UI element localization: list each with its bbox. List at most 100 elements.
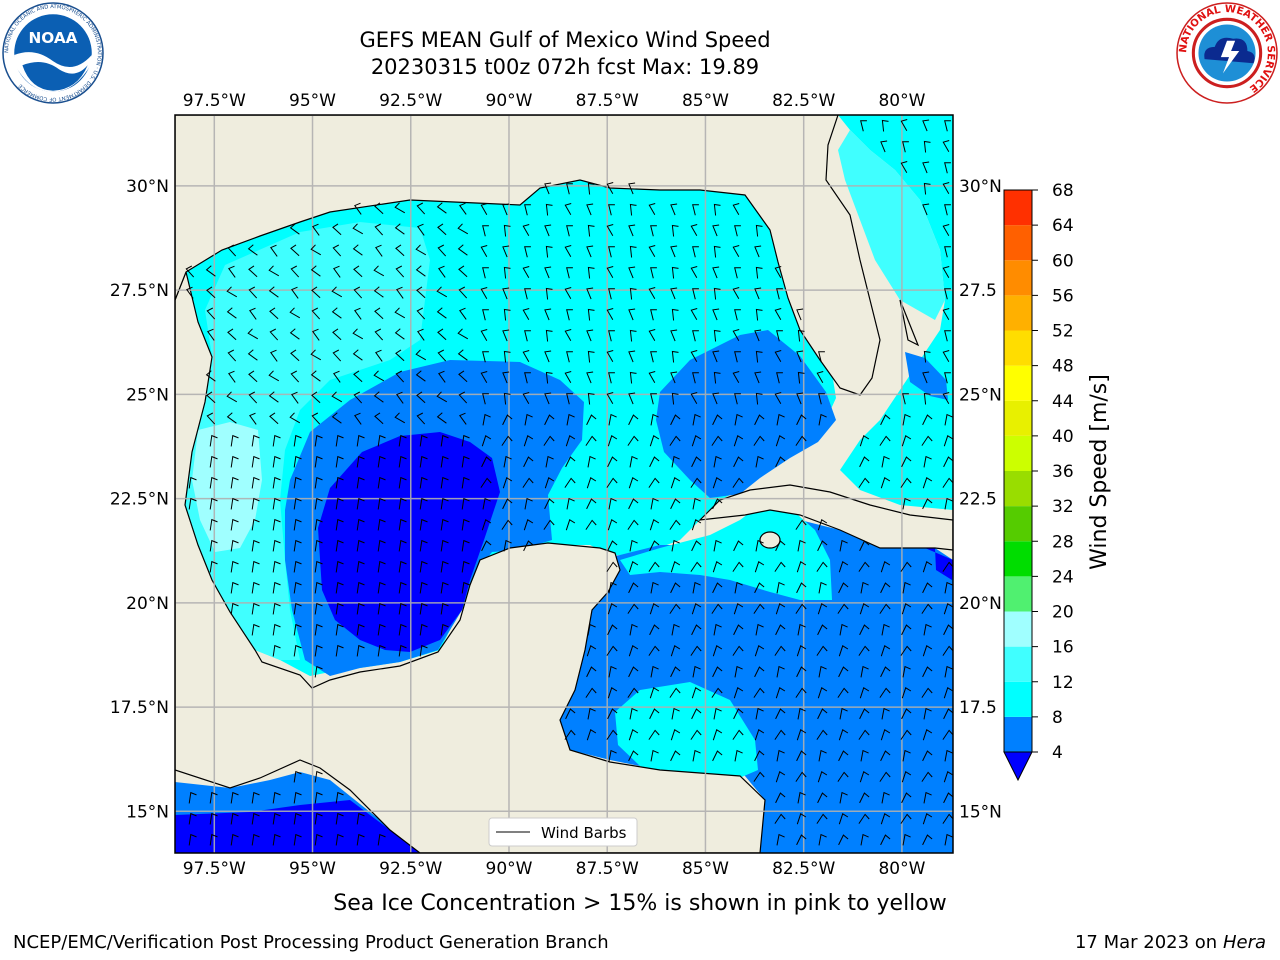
- wind-barb-506: [440, 539, 449, 552]
- wind-barb-186: [312, 328, 320, 341]
- wind-barb-595: [627, 603, 639, 614]
- wind-barb-552: [922, 561, 933, 573]
- wind-barb-391: [545, 455, 554, 468]
- wind-barb-433: [712, 477, 723, 489]
- wind-barb-740: [608, 749, 617, 762]
- wind-barb-652: [690, 645, 702, 656]
- wind-barb-170: [606, 308, 614, 321]
- colorbar-tick-label-8: 36: [1052, 462, 1074, 482]
- wind-barb-341: [209, 434, 218, 447]
- wind-barb-520: [797, 539, 806, 552]
- wind-barb-183: [247, 328, 259, 340]
- atlantic-8-12-region: [838, 115, 953, 510]
- lon-tick-top-7: 80°W: [878, 91, 925, 111]
- wind-barb-37: [732, 203, 740, 216]
- wind-barb-76: [480, 245, 488, 258]
- wind-barb-290: [544, 392, 552, 405]
- lon-tick-bottom-2: 92.5°W: [379, 859, 442, 879]
- wind-barb-679: [860, 665, 869, 678]
- wind-barb-314: [354, 412, 362, 425]
- wind-barb-436: [880, 477, 891, 489]
- wind-barb-634: [859, 624, 870, 636]
- wind-barb-260: [586, 371, 594, 384]
- wind-barb-491: [669, 519, 681, 530]
- wind-barb-791: [293, 812, 302, 825]
- wind-barb-463: [670, 498, 681, 510]
- wind-barb-166: [522, 308, 530, 321]
- colorbar-tick-label-2: 12: [1052, 673, 1074, 693]
- wind-barb-311: [289, 412, 301, 424]
- colorbar-segment-0: [1004, 716, 1032, 752]
- wind-barb-493: [795, 519, 807, 530]
- wind-barb-447: [335, 497, 344, 510]
- wind-barb-280: [331, 391, 343, 403]
- wind-barb-470: [230, 518, 239, 531]
- wind-barb-549: [858, 561, 870, 572]
- wind-barb-222: [457, 349, 468, 361]
- wind-barb-118: [755, 266, 763, 279]
- wind-barb-519: [775, 540, 786, 552]
- wind-barb-400: [733, 456, 744, 468]
- wind-barb-529: [314, 560, 323, 573]
- wind-barb-597: [669, 603, 681, 614]
- wind-barb-731: [774, 729, 786, 740]
- wind-barb-631: [797, 623, 806, 636]
- wind-barb-250: [373, 370, 385, 382]
- wind-barb-354: [481, 435, 492, 447]
- wind-barb-527: [272, 560, 281, 573]
- wind-barb-456: [524, 497, 533, 510]
- wind-barb-755: [922, 750, 933, 762]
- wind-barb-514: [671, 539, 680, 552]
- colorbar-tick-label-5: 24: [1052, 567, 1074, 587]
- wind-barb-422: [480, 477, 492, 488]
- wind-barb-323: [544, 414, 555, 426]
- wind-barb-807: [251, 833, 260, 846]
- wind-barb-182: [227, 328, 237, 341]
- wind-barb-130: [373, 286, 384, 298]
- wind-barb-789: [251, 812, 260, 825]
- wind-barb-38: [922, 203, 930, 216]
- wind-barb-608: [901, 603, 912, 615]
- wind-barb-93: [228, 265, 236, 278]
- wind-barb-772: [251, 791, 260, 804]
- date-line: 17 Mar 2023 on Hera: [1075, 932, 1266, 953]
- wind-barb-657: [796, 645, 807, 657]
- wind-barb-355: [501, 435, 513, 446]
- wind-barb-91: [185, 265, 195, 278]
- wind-barb-478: [398, 518, 407, 531]
- wind-barb-62: [755, 224, 763, 237]
- wind-barb-802: [922, 813, 933, 825]
- wind-barb-345: [293, 434, 302, 447]
- wind-barb-39: [944, 204, 951, 216]
- colorbar-segment-11: [1004, 330, 1032, 366]
- wind-barb-352: [440, 434, 449, 447]
- wind-barb-122: [206, 286, 216, 299]
- wind-barb-640: [293, 644, 302, 657]
- colorbar-segment-3: [1004, 611, 1032, 647]
- wind-barb-526: [251, 560, 260, 573]
- wind-barb-320: [482, 413, 491, 426]
- colorbar-tick-label-14: 60: [1052, 251, 1074, 271]
- wind-barb-317: [416, 412, 426, 425]
- lon-tick-top-3: 90°W: [486, 91, 533, 111]
- lon-tick-bottom-4: 87.5°W: [576, 859, 639, 879]
- lon-tick-top-4: 87.5°W: [576, 91, 639, 111]
- wind-barb-605: [837, 603, 849, 614]
- wind-barb-646: [419, 644, 428, 657]
- wind-barb-497: [251, 539, 260, 552]
- wind-barb-570: [692, 581, 701, 594]
- wind-barb-40: [289, 223, 300, 235]
- wind-barb-666: [586, 666, 597, 678]
- wind-barb-594: [607, 603, 618, 615]
- wind-barb-556: [272, 581, 281, 594]
- wind-barb-683: [944, 665, 953, 678]
- wind-barb-336: [818, 413, 827, 426]
- wind-barb-770: [209, 791, 218, 804]
- wind-barb-56: [628, 224, 636, 237]
- wind-barb-164: [482, 309, 489, 321]
- wind-barb-538: [628, 561, 639, 573]
- wind-barb-590: [377, 602, 386, 615]
- wind-barb-366: [733, 435, 744, 447]
- wind-barb-330: [692, 413, 701, 426]
- lon-tick-top-0: 97.5°W: [183, 91, 246, 111]
